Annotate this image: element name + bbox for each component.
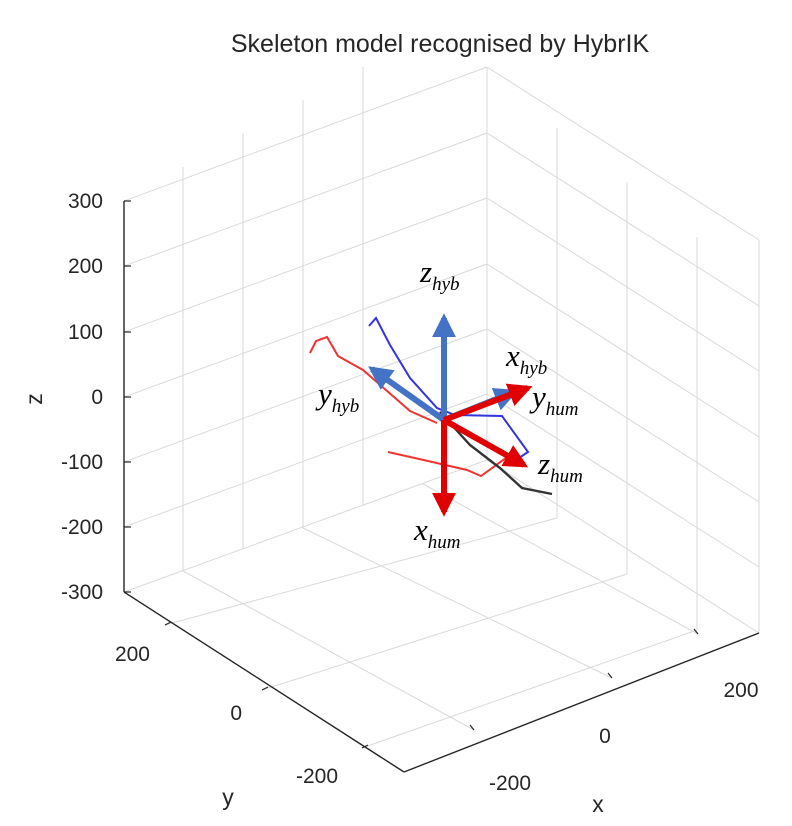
y-tick-label: -200	[296, 765, 338, 788]
grid-line	[123, 197, 488, 333]
z-tick-label: -100	[61, 451, 103, 474]
z-tick-label: 200	[68, 255, 103, 278]
frame-label-x-hyb: xhyb	[505, 338, 547, 379]
grid-line	[302, 527, 613, 679]
grid-back-left-wall	[123, 66, 488, 593]
chart-title: Skeleton model recognised by HybrIK	[231, 30, 650, 58]
grid-line	[486, 66, 760, 241]
grid-line	[361, 629, 698, 749]
x-axis-line	[403, 632, 760, 773]
y-axis-label: y	[222, 784, 234, 810]
x-tick-label: 0	[599, 725, 611, 748]
grid-line	[182, 570, 475, 731]
y-tick-label: 200	[115, 643, 150, 666]
grid-line	[123, 393, 488, 528]
grid-line	[486, 393, 760, 568]
z-tick-label: -300	[61, 581, 103, 604]
arrow-z-hum	[442, 417, 529, 468]
skeleton-limb-red-upper	[309, 335, 438, 424]
arrow-y-hum	[442, 383, 533, 423]
y-tick-label: 0	[230, 702, 242, 725]
x-tick	[469, 724, 475, 731]
grid-line	[486, 132, 760, 307]
z-axis-label: z	[21, 393, 47, 405]
grid-line	[123, 66, 488, 202]
y-tick	[361, 744, 369, 749]
grid-line	[486, 328, 760, 503]
arrow-y-hyb	[368, 366, 446, 423]
z-tick-label: -200	[61, 516, 103, 539]
grid-floor	[164, 483, 699, 749]
x-axis-label: x	[592, 791, 604, 817]
grid-back-right-wall	[486, 66, 760, 634]
grid-line	[123, 328, 488, 463]
frame-label-z-hyb: zhyb	[419, 254, 460, 295]
x-tick	[607, 672, 613, 679]
grid-line	[123, 132, 488, 267]
y-tick	[164, 621, 172, 626]
y-axis-line	[123, 591, 405, 773]
z-tick-label: 100	[68, 321, 103, 344]
x-tick	[693, 628, 699, 635]
x-tick-label: 200	[723, 679, 758, 702]
skeleton-limb-blue	[368, 316, 530, 459]
frame-label-y-hum: yhum	[529, 379, 579, 420]
z-tick-label: 0	[91, 386, 103, 409]
axis-ticks	[124, 200, 699, 749]
y-tick	[261, 686, 269, 691]
grid-line	[164, 517, 558, 626]
grid-line	[123, 459, 488, 593]
frame-label-x-hum: xhum	[413, 512, 461, 553]
z-tick-label: 300	[68, 190, 103, 213]
x-tick-label: -200	[489, 772, 531, 795]
skeleton-limb-red-lower	[387, 451, 511, 478]
frame-label-y-hyb: yhyb	[315, 376, 359, 417]
grid-line	[486, 459, 760, 634]
frame-label-z-hum: zhum	[537, 446, 583, 487]
grid-line	[486, 197, 760, 372]
grid-line	[261, 573, 628, 691]
grid-line	[422, 483, 699, 635]
grid-line	[123, 263, 488, 398]
skeleton-limb-dark	[439, 411, 553, 496]
grid-line	[486, 263, 760, 438]
